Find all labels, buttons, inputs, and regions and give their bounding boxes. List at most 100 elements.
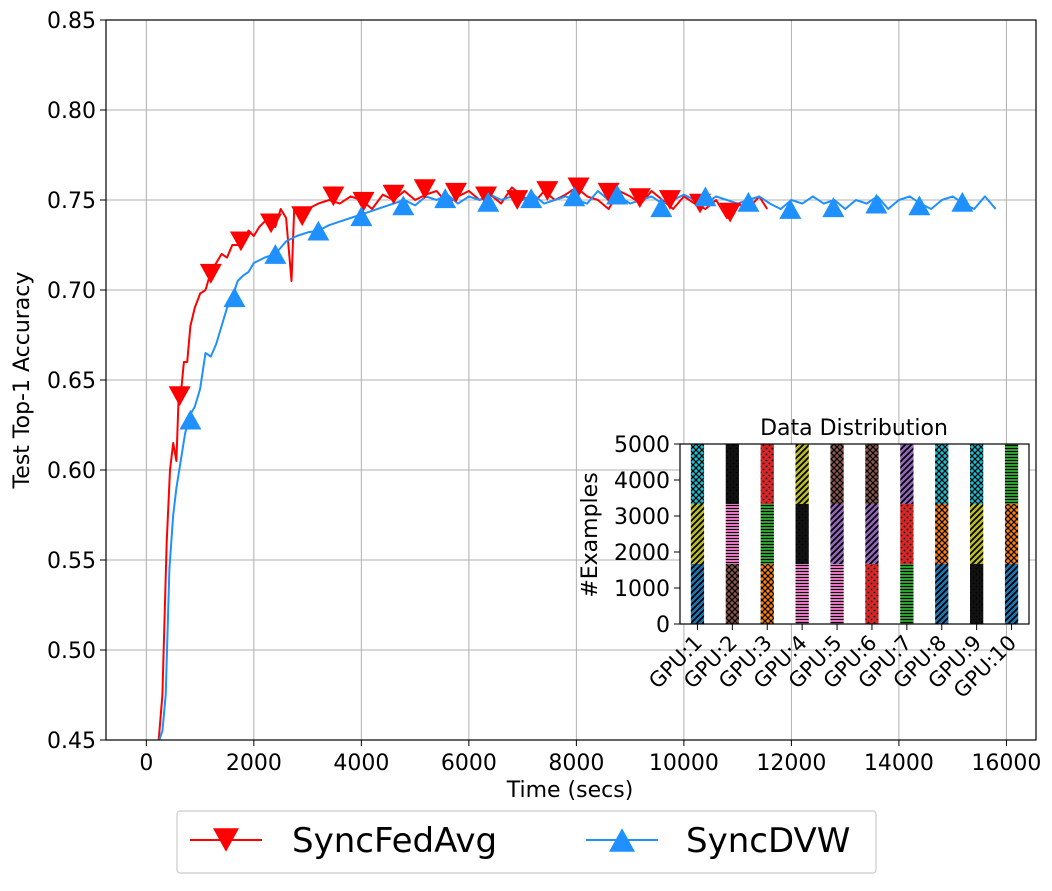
legend-item-syncfedavg: SyncFedAvg: [190, 821, 497, 861]
marker-syncdvw: [392, 195, 415, 216]
x-tick-label: 6000: [441, 751, 497, 776]
legend-marker-triangle-down: [213, 828, 239, 852]
marker-syncfedavg: [291, 206, 314, 227]
marker-syncfedavg: [352, 191, 375, 212]
inset-y-axis-label: #Examples: [578, 472, 603, 597]
bar-segment-gpu-1: [690, 563, 705, 624]
bar-segment-gpu-3: [760, 444, 774, 504]
main-grid: [106, 19, 1036, 741]
bar-segment-gpu-8: [935, 563, 949, 624]
marker-syncfedavg: [444, 182, 467, 203]
inset-y-tick-label: 1000: [614, 577, 670, 602]
marker-syncfedavg: [628, 188, 651, 209]
marker-syncfedavg: [719, 202, 742, 223]
marker-syncfedavg: [168, 386, 191, 407]
marker-syncdvw: [307, 220, 330, 241]
y-tick-label: 0.85: [47, 9, 96, 34]
marker-syncdvw: [779, 199, 802, 219]
x-tick-label: 16000: [971, 751, 1041, 776]
y-tick-label: 0.65: [47, 369, 96, 394]
y-tick-label: 0.70: [47, 279, 96, 304]
marker-syncdvw: [264, 244, 287, 264]
inset-y-tick-label: 4000: [614, 469, 670, 494]
bar-segment-gpu-10: [1004, 444, 1019, 504]
bar-segment-gpu-4: [795, 444, 809, 504]
inset-y-tick-label: 5000: [614, 433, 670, 458]
inset-bars: [690, 444, 1019, 624]
y-tick-label: 0.60: [47, 459, 96, 484]
bar-segment-gpu-9: [970, 444, 984, 504]
x-tick-label: 0: [139, 751, 153, 776]
marker-syncfedavg: [199, 263, 222, 284]
bar-segment-gpu-9: [970, 503, 984, 564]
legend: SyncFedAvg SyncDVW: [176, 810, 877, 874]
bar-segment-gpu-5: [830, 563, 844, 624]
inset-y-ticks: 0 1000 2000 3000 4000 5000: [614, 433, 680, 638]
bar-segment-gpu-1: [690, 503, 705, 564]
bar-segment-gpu-6: [865, 503, 879, 564]
marker-syncdvw: [179, 409, 202, 430]
bar-segment-gpu-4: [795, 503, 809, 564]
legend-marker-triangle-up: [609, 828, 635, 852]
marker-syncdvw: [223, 287, 246, 308]
bar-segment-gpu-3: [760, 503, 774, 564]
marker-syncfedavg: [567, 177, 590, 198]
marker-syncfedavg: [597, 182, 620, 203]
marker-syncfedavg: [322, 186, 345, 207]
marker-syncfedavg: [413, 179, 436, 200]
bar-segment-gpu-6: [865, 444, 879, 504]
bar-segment-gpu-7: [900, 563, 914, 624]
bar-segment-gpu-5: [830, 444, 844, 504]
marker-syncdvw: [951, 191, 974, 212]
y-tick-label: 0.45: [47, 729, 96, 754]
marker-syncfedavg: [658, 190, 681, 210]
marker-syncdvw: [865, 193, 888, 214]
x-axis-label: Time (secs): [506, 778, 634, 803]
legend-item-syncdvw: SyncDVW: [586, 821, 850, 861]
legend-label-syncdvw: SyncDVW: [686, 821, 850, 861]
inset-title: Data Distribution: [760, 416, 948, 441]
marker-syncfedavg: [506, 190, 529, 210]
x-tick-label: 8000: [548, 751, 604, 776]
inset-x-ticks: GPU:1GPU:2GPU:3GPU:4GPU:5GPU:6GPU:7GPU:8…: [644, 624, 1021, 703]
bar-segment-gpu-2: [725, 503, 739, 564]
inset-y-tick-label: 2000: [614, 541, 670, 566]
bar-segment-gpu-2: [725, 563, 739, 624]
main-series-markers: [168, 177, 974, 430]
bar-segment-gpu-1: [690, 444, 705, 504]
y-tick-label: 0.50: [47, 639, 96, 664]
bar-segment-gpu-3: [760, 563, 774, 624]
legend-box: [176, 810, 877, 874]
marker-syncdvw: [434, 188, 457, 209]
data-distribution-inset: 0 1000 2000 3000 4000 5000 GPU:1GPU:2GPU:3GPU…: [578, 416, 1030, 703]
marker-syncdvw: [477, 191, 500, 212]
marker-syncfedavg: [260, 213, 283, 234]
bar-segment-gpu-5: [830, 503, 844, 564]
x-tick-label: 2000: [226, 751, 282, 776]
bar-segment-gpu-8: [935, 444, 949, 504]
bar-segment-gpu-7: [900, 444, 914, 504]
bar-segment-gpu-9: [970, 563, 984, 624]
y-tick-label: 0.55: [47, 549, 96, 574]
marker-syncdvw: [694, 186, 717, 207]
inset-y-tick-label: 3000: [614, 505, 670, 530]
bar-segment-gpu-6: [865, 563, 879, 624]
main-y-ticks: 0.45 0.50 0.55 0.60 0.65 0.70 0.75 0.80 0.85: [47, 9, 106, 754]
marker-syncdvw: [563, 186, 586, 207]
legend-label-syncfedavg: SyncFedAvg: [292, 821, 497, 861]
marker-syncdvw: [520, 188, 543, 209]
inset-y-tick-label: 0: [656, 613, 670, 638]
x-tick-label: 10000: [649, 751, 719, 776]
marker-syncdvw: [908, 195, 931, 216]
accuracy-line-chart: 0 2000 4000 6000 8000 10000 12000 14000 16000 0.…: [10, 9, 1041, 803]
x-tick-label: 4000: [333, 751, 389, 776]
marker-syncdvw: [350, 206, 373, 227]
bar-segment-gpu-2: [725, 444, 739, 504]
bar-segment-gpu-8: [935, 503, 949, 564]
inset-plot-frame: [679, 443, 1030, 625]
marker-syncdvw: [650, 197, 673, 218]
marker-syncfedavg: [536, 181, 559, 201]
marker-syncfedavg: [229, 231, 252, 252]
bar-segment-gpu-7: [900, 503, 914, 564]
